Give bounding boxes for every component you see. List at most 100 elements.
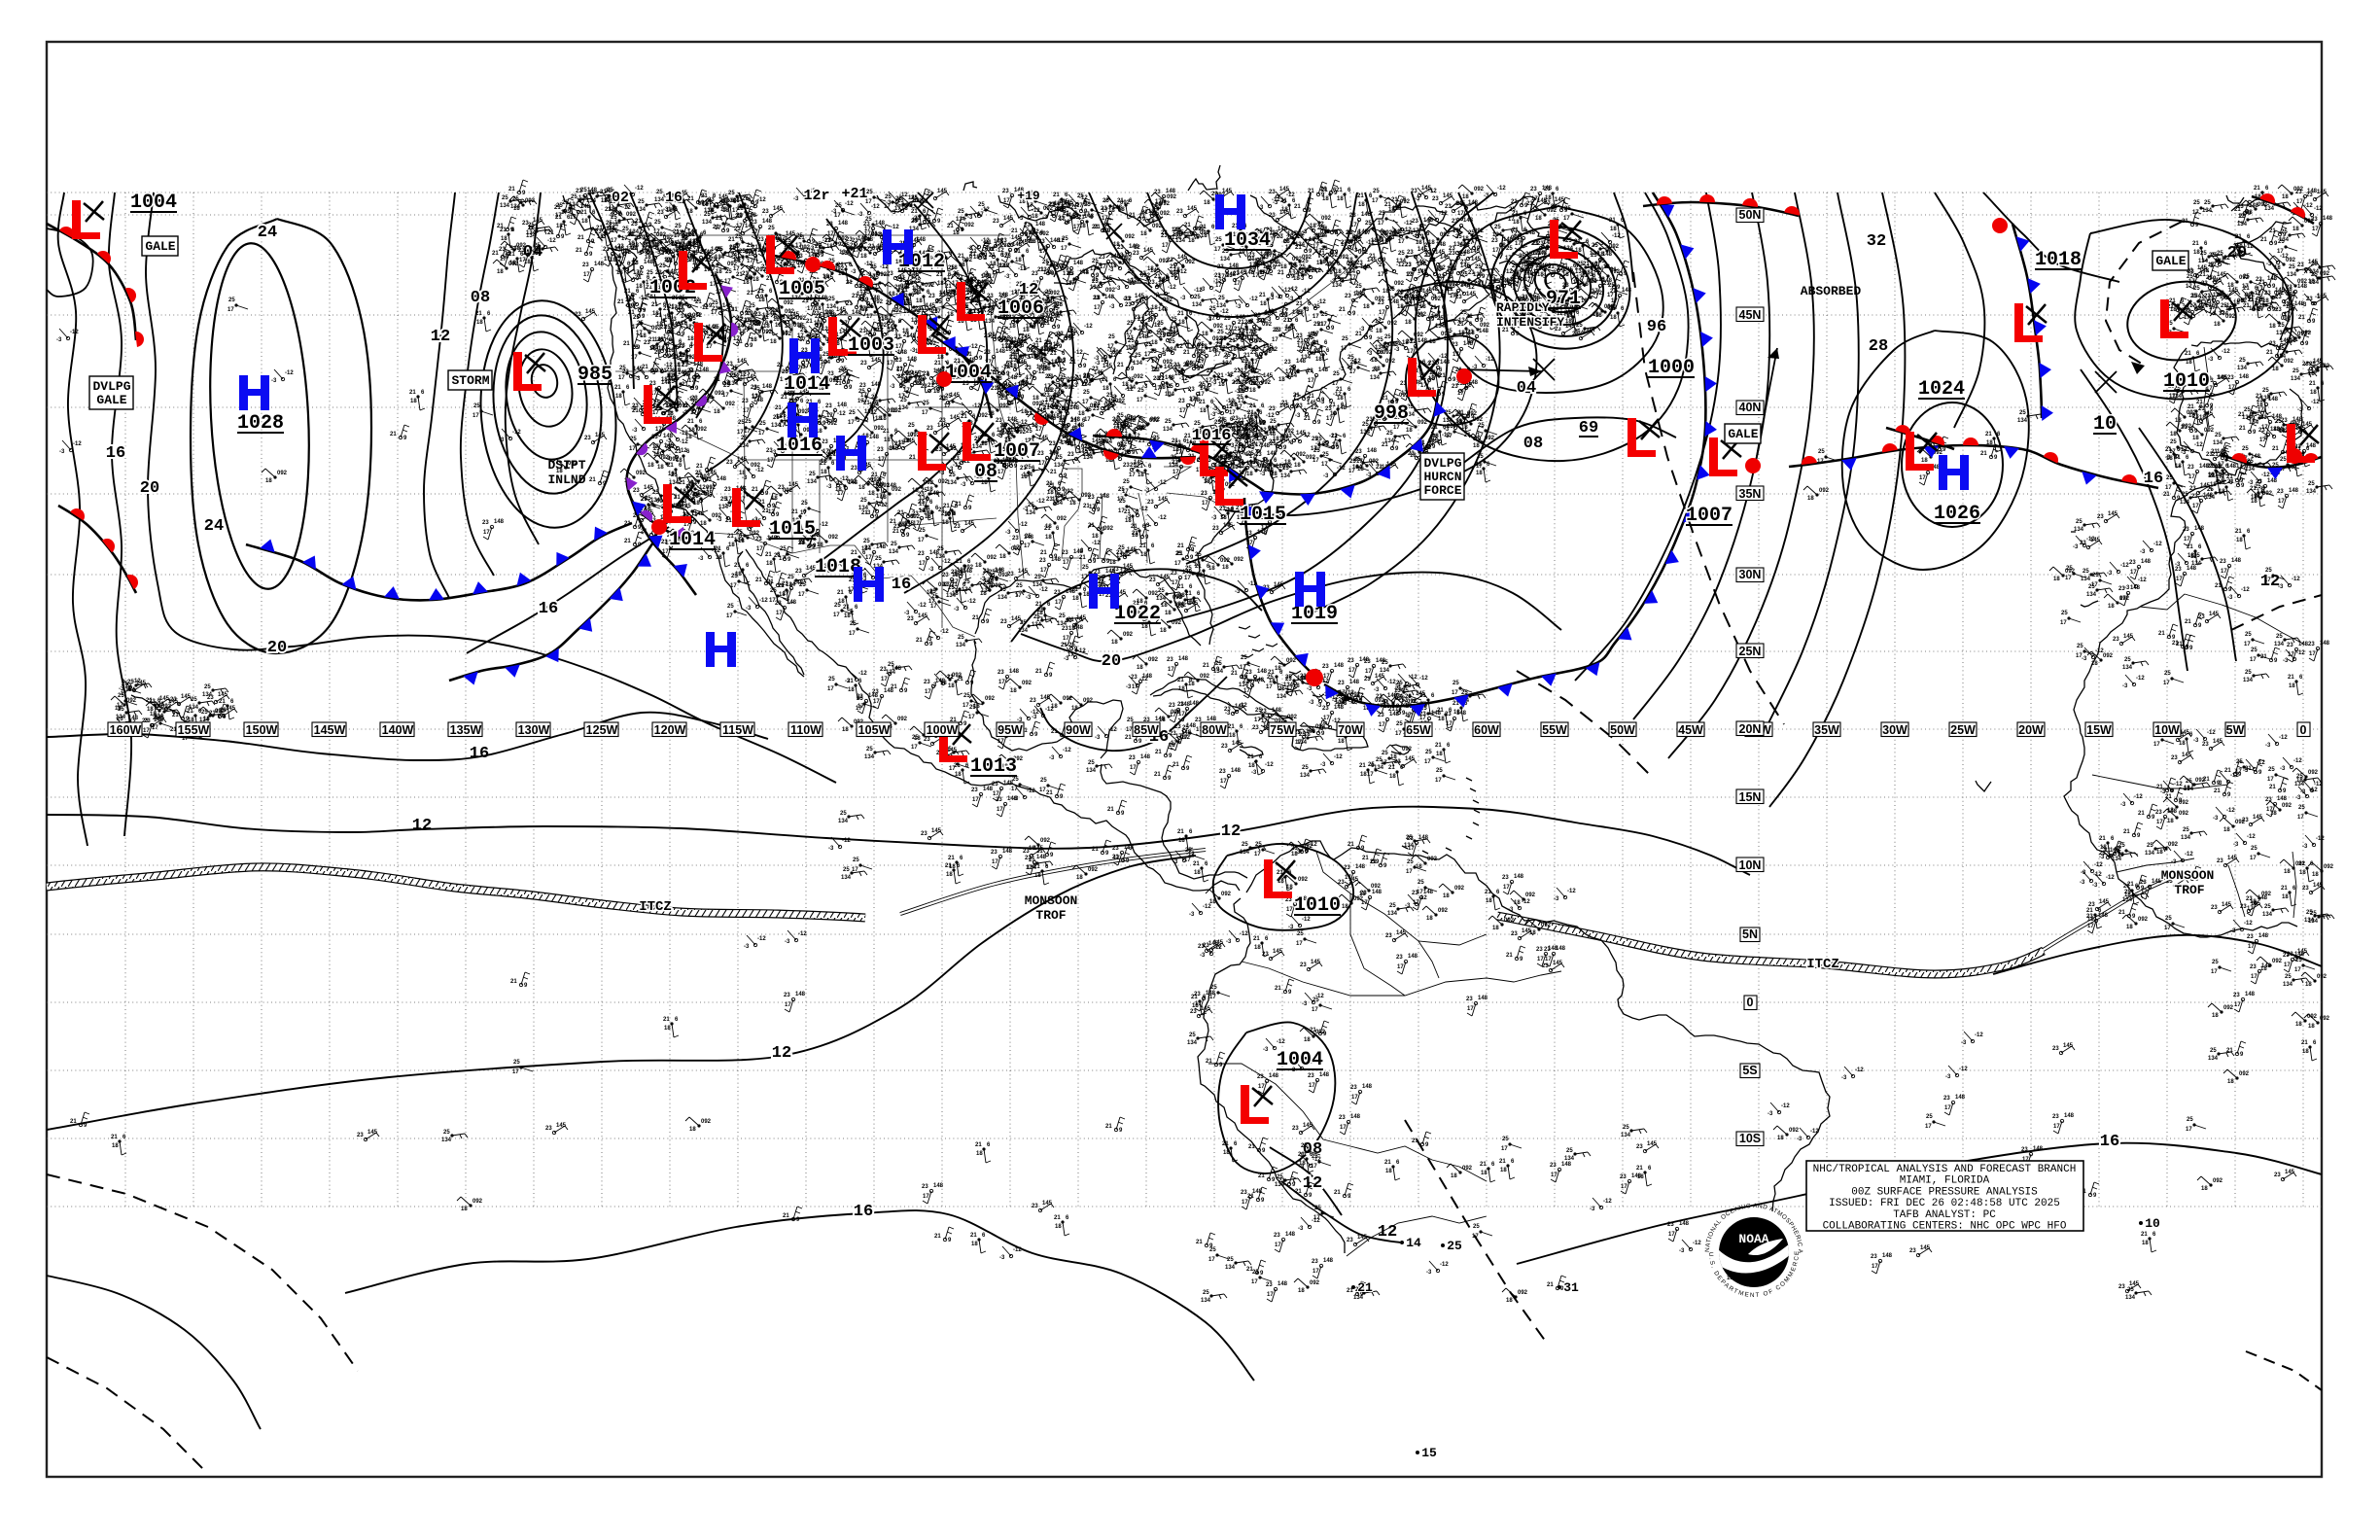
svg-text:DSIPT: DSIPT bbox=[547, 458, 585, 472]
svg-text:FORCE: FORCE bbox=[1423, 483, 1461, 498]
svg-text:50N: 50N bbox=[1739, 208, 1762, 222]
svg-text:80W: 80W bbox=[1202, 723, 1227, 737]
svg-text:DVLPG: DVLPG bbox=[92, 379, 130, 394]
svg-text:69: 69 bbox=[1579, 419, 1598, 438]
svg-text:31: 31 bbox=[1563, 1280, 1579, 1295]
svg-text:1010: 1010 bbox=[1294, 894, 1341, 917]
svg-text:12: 12 bbox=[1019, 281, 1038, 299]
svg-text:1016: 1016 bbox=[1192, 427, 1232, 445]
svg-text:155W: 155W bbox=[178, 723, 210, 737]
svg-text:02: 02 bbox=[612, 190, 629, 206]
svg-text:25: 25 bbox=[1447, 1239, 1462, 1253]
svg-text:20: 20 bbox=[140, 479, 159, 498]
svg-text:21: 21 bbox=[1357, 1280, 1373, 1295]
svg-text:30W: 30W bbox=[1882, 723, 1908, 737]
svg-text:150W: 150W bbox=[246, 723, 278, 737]
svg-text:25W: 25W bbox=[1950, 723, 1976, 737]
svg-text:1013: 1013 bbox=[970, 755, 1017, 778]
svg-text:1004: 1004 bbox=[1277, 1049, 1323, 1071]
svg-text:0: 0 bbox=[2300, 723, 2307, 737]
svg-text:5S: 5S bbox=[1742, 1064, 1757, 1077]
svg-text:+21: +21 bbox=[841, 186, 867, 202]
svg-text:145W: 145W bbox=[314, 723, 346, 737]
svg-text:ABSORBED: ABSORBED bbox=[1801, 284, 1862, 298]
svg-text:65W: 65W bbox=[1406, 723, 1431, 737]
svg-text:10N: 10N bbox=[1739, 858, 1762, 872]
svg-text:75W: 75W bbox=[1270, 723, 1295, 737]
svg-text:160W: 160W bbox=[110, 723, 142, 737]
svg-text:+19: +19 bbox=[1017, 189, 1040, 203]
svg-text:NOAA: NOAA bbox=[1738, 1232, 1768, 1246]
svg-text:1022: 1022 bbox=[1114, 603, 1161, 625]
svg-text:120W: 120W bbox=[654, 723, 686, 737]
svg-text:COLLABORATING CENTERS: NHC OPC: COLLABORATING CENTERS: NHC OPC WPC HFO bbox=[1823, 1221, 2067, 1233]
svg-text:55W: 55W bbox=[1542, 723, 1567, 737]
svg-text:1004: 1004 bbox=[945, 362, 992, 384]
svg-text:12: 12 bbox=[772, 1044, 791, 1063]
svg-text:RAPIDLY: RAPIDLY bbox=[1496, 300, 1550, 315]
svg-text:15W: 15W bbox=[2086, 723, 2112, 737]
svg-text:998: 998 bbox=[1374, 402, 1409, 425]
svg-text:1007: 1007 bbox=[1686, 505, 1732, 527]
svg-text:25N: 25N bbox=[1739, 645, 1762, 658]
svg-text:1005: 1005 bbox=[779, 278, 825, 300]
svg-text:STORM: STORM bbox=[451, 373, 489, 388]
svg-text:16: 16 bbox=[470, 745, 489, 763]
svg-text:130W: 130W bbox=[518, 723, 550, 737]
svg-text:INLND: INLND bbox=[547, 472, 585, 487]
svg-text:90W: 90W bbox=[1066, 723, 1091, 737]
svg-text:115W: 115W bbox=[722, 723, 753, 737]
svg-text:1028: 1028 bbox=[237, 412, 284, 435]
svg-text:ITCZ: ITCZ bbox=[1806, 957, 1839, 972]
svg-text:40N: 40N bbox=[1739, 401, 1762, 414]
svg-text:TROF: TROF bbox=[2174, 883, 2204, 897]
svg-text:MONSOON: MONSOON bbox=[1025, 893, 1078, 908]
svg-text:ISSUED: FRI DEC 26 02:48:58 UT: ISSUED: FRI DEC 26 02:48:58 UTC 2025 bbox=[1829, 1198, 2060, 1209]
svg-text:16: 16 bbox=[2100, 1133, 2119, 1151]
svg-text:1003: 1003 bbox=[848, 334, 894, 357]
svg-text:10: 10 bbox=[2093, 413, 2117, 436]
svg-text:45W: 45W bbox=[1678, 723, 1703, 737]
svg-text:16: 16 bbox=[539, 600, 558, 618]
svg-text:1034: 1034 bbox=[1224, 229, 1271, 252]
svg-text:15: 15 bbox=[1421, 1446, 1437, 1460]
svg-text:1014: 1014 bbox=[669, 529, 716, 551]
svg-text:1007: 1007 bbox=[994, 440, 1040, 463]
svg-text:35W: 35W bbox=[1814, 723, 1839, 737]
svg-text:105W: 105W bbox=[858, 723, 891, 737]
svg-text:110W: 110W bbox=[790, 723, 822, 737]
svg-text:85W: 85W bbox=[1134, 723, 1159, 737]
svg-text:95W: 95W bbox=[998, 723, 1023, 737]
svg-text:1004: 1004 bbox=[130, 192, 177, 214]
svg-text:35N: 35N bbox=[1739, 487, 1762, 501]
svg-text:10S: 10S bbox=[1739, 1132, 1761, 1145]
svg-text:16: 16 bbox=[106, 444, 125, 463]
svg-text:1014: 1014 bbox=[784, 373, 830, 396]
svg-text:16: 16 bbox=[892, 576, 911, 594]
svg-text:1015: 1015 bbox=[769, 518, 816, 541]
svg-text:GALE: GALE bbox=[145, 239, 175, 254]
svg-text:30N: 30N bbox=[1739, 568, 1762, 581]
svg-text:12: 12 bbox=[1221, 822, 1241, 841]
svg-text:ITCZ: ITCZ bbox=[639, 899, 672, 915]
svg-text:INTENSIFY: INTENSIFY bbox=[1496, 315, 1564, 330]
svg-text:1006: 1006 bbox=[998, 298, 1044, 320]
svg-text:MONSOON: MONSOON bbox=[2161, 868, 2215, 883]
svg-text:12: 12 bbox=[412, 817, 432, 835]
svg-text:14: 14 bbox=[1406, 1236, 1421, 1250]
svg-text:0: 0 bbox=[1747, 996, 1754, 1009]
svg-text:10W: 10W bbox=[2154, 723, 2180, 737]
svg-text:971: 971 bbox=[1546, 288, 1581, 310]
svg-text:1018: 1018 bbox=[2035, 249, 2082, 271]
svg-text:5N: 5N bbox=[1742, 928, 1758, 941]
svg-text:20W: 20W bbox=[2018, 723, 2044, 737]
svg-text:1015: 1015 bbox=[1240, 504, 1286, 526]
svg-text:08: 08 bbox=[974, 461, 998, 483]
svg-text:TAFB ANALYST: PC: TAFB ANALYST: PC bbox=[1893, 1209, 1996, 1221]
svg-text:32: 32 bbox=[1867, 232, 1886, 251]
svg-text:DVLPG: DVLPG bbox=[1423, 456, 1461, 471]
svg-text:50W: 50W bbox=[1610, 723, 1635, 737]
svg-text:1026: 1026 bbox=[1934, 503, 1980, 525]
svg-text:16: 16 bbox=[665, 190, 682, 206]
svg-text:00Z SURFACE PRESSURE ANALYSIS: 00Z SURFACE PRESSURE ANALYSIS bbox=[1851, 1186, 2038, 1198]
